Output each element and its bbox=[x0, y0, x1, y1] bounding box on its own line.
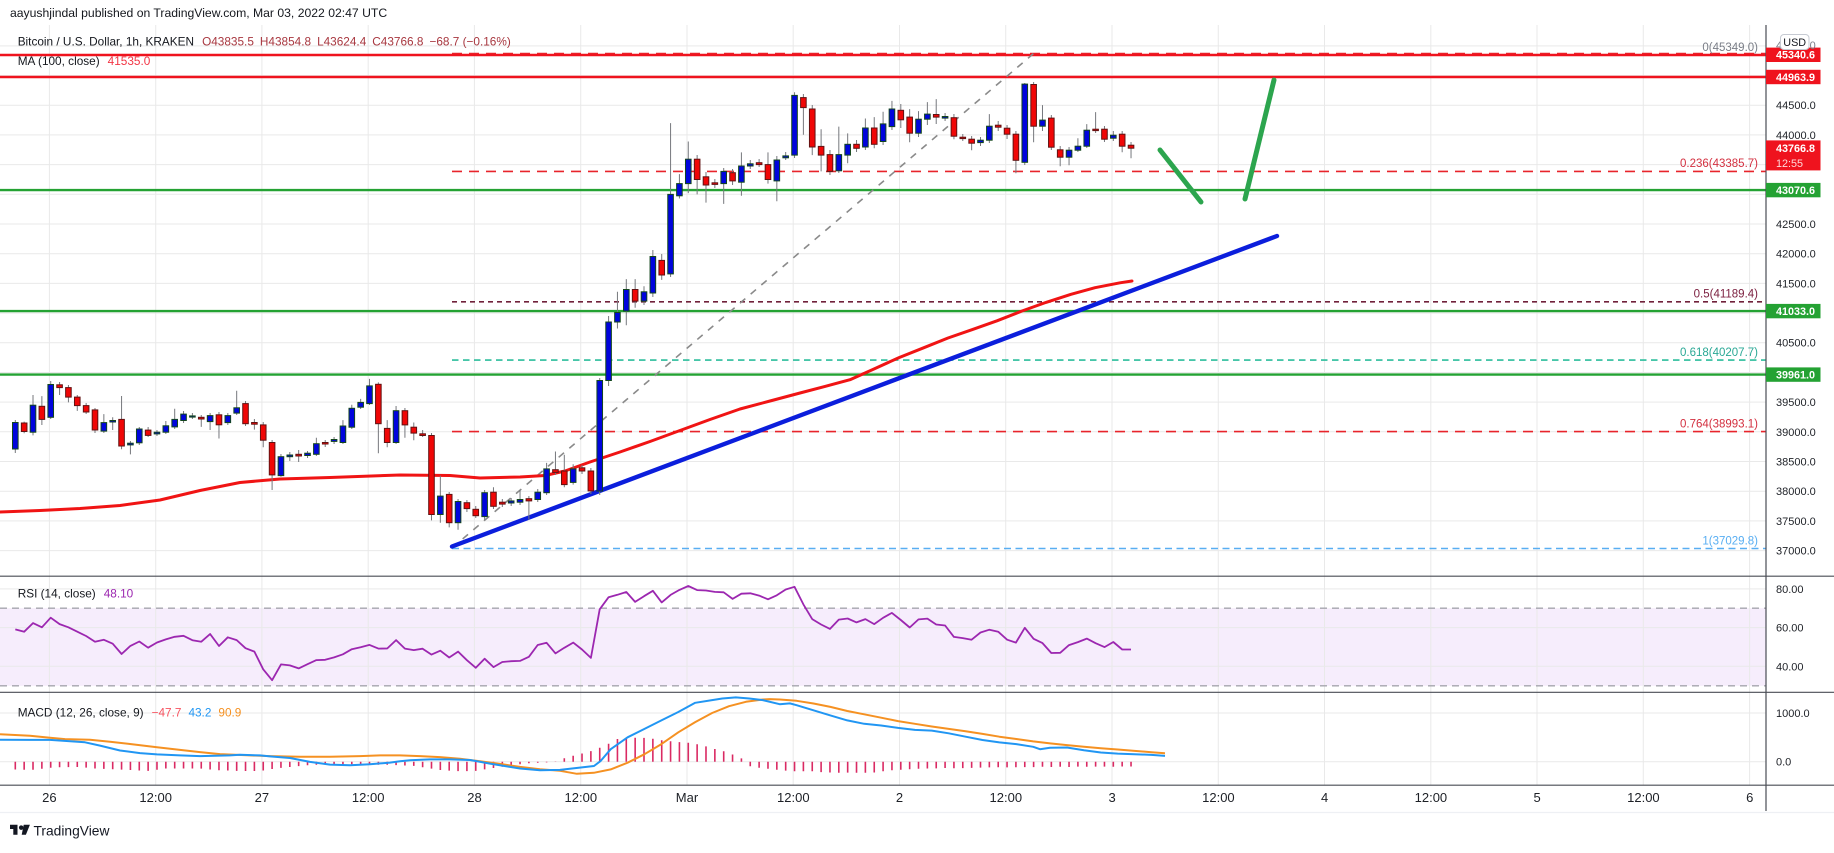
svg-text:45340.6: 45340.6 bbox=[1776, 50, 1815, 62]
svg-text:42500.0: 42500.0 bbox=[1776, 219, 1816, 231]
svg-text:0.764(38993.1): 0.764(38993.1) bbox=[1680, 418, 1758, 430]
svg-text:44963.9: 44963.9 bbox=[1776, 72, 1815, 84]
svg-text:1(37029.8): 1(37029.8) bbox=[1702, 535, 1758, 547]
svg-text:41500.0: 41500.0 bbox=[1776, 278, 1816, 290]
svg-text:12:00: 12:00 bbox=[139, 790, 172, 805]
svg-text:5: 5 bbox=[1533, 790, 1540, 805]
svg-text:28: 28 bbox=[467, 790, 481, 805]
svg-text:37000.0: 37000.0 bbox=[1776, 546, 1816, 558]
svg-text:38500.0: 38500.0 bbox=[1776, 457, 1816, 469]
svg-text:TradingView: TradingView bbox=[34, 824, 110, 839]
svg-text:0(45349.0): 0(45349.0) bbox=[1702, 42, 1758, 54]
svg-text:40.00: 40.00 bbox=[1776, 661, 1804, 673]
svg-text:12:55: 12:55 bbox=[1776, 158, 1803, 170]
svg-text:39500.0: 39500.0 bbox=[1776, 397, 1816, 409]
svg-text:80.00: 80.00 bbox=[1776, 584, 1804, 596]
svg-text:39961.0: 39961.0 bbox=[1776, 370, 1815, 382]
svg-text:1000.0: 1000.0 bbox=[1776, 708, 1810, 720]
svg-text:40500.0: 40500.0 bbox=[1776, 338, 1816, 350]
svg-text:37500.0: 37500.0 bbox=[1776, 516, 1816, 528]
svg-text:4: 4 bbox=[1321, 790, 1328, 805]
svg-text:26: 26 bbox=[42, 790, 56, 805]
svg-text:41033.0: 41033.0 bbox=[1776, 306, 1815, 318]
svg-text:0.236(43385.7): 0.236(43385.7) bbox=[1680, 158, 1758, 170]
svg-text:Mar: Mar bbox=[676, 790, 699, 805]
svg-text:MACD (12, 26, close, 9)−47.743: MACD (12, 26, close, 9) −47.7 43.2 90.9 bbox=[18, 706, 242, 720]
svg-text:38000.0: 38000.0 bbox=[1776, 486, 1816, 498]
svg-text:60.00: 60.00 bbox=[1776, 623, 1804, 635]
svg-text:3: 3 bbox=[1108, 790, 1115, 805]
svg-text:2: 2 bbox=[896, 790, 903, 805]
svg-text:27: 27 bbox=[255, 790, 269, 805]
svg-text:0.618(40207.7): 0.618(40207.7) bbox=[1680, 347, 1758, 359]
svg-text:RSI (14, close)48.10: RSI (14, close) 48.10 bbox=[18, 587, 134, 601]
svg-text:44000.0: 44000.0 bbox=[1776, 130, 1816, 142]
svg-text:12:00: 12:00 bbox=[1415, 790, 1448, 805]
svg-text:12:00: 12:00 bbox=[990, 790, 1023, 805]
svg-text:43766.8: 43766.8 bbox=[1776, 143, 1815, 155]
svg-text:6: 6 bbox=[1746, 790, 1753, 805]
svg-text:12:00: 12:00 bbox=[1627, 790, 1660, 805]
svg-text:12:00: 12:00 bbox=[1202, 790, 1235, 805]
svg-text:44500.0: 44500.0 bbox=[1776, 100, 1816, 112]
svg-text:MA (100, close)41535.0: MA (100, close) 41535.0 bbox=[18, 54, 151, 68]
svg-text:42000.0: 42000.0 bbox=[1776, 249, 1816, 261]
svg-text:43070.6: 43070.6 bbox=[1776, 185, 1815, 197]
svg-text:39000.0: 39000.0 bbox=[1776, 427, 1816, 439]
svg-text:USD: USD bbox=[1783, 37, 1806, 49]
svg-text:12:00: 12:00 bbox=[777, 790, 810, 805]
svg-text:12:00: 12:00 bbox=[565, 790, 598, 805]
svg-text:aayushjindal published on Trad: aayushjindal published on TradingView.co… bbox=[10, 6, 387, 20]
svg-text:0.5(41189.4): 0.5(41189.4) bbox=[1694, 289, 1759, 301]
svg-text:0.0: 0.0 bbox=[1776, 757, 1791, 769]
svg-text:12:00: 12:00 bbox=[352, 790, 385, 805]
svg-text:Bitcoin / U.S. Dollar, 1h, KRA: Bitcoin / U.S. Dollar, 1h, KRAKEN O43835.… bbox=[18, 35, 511, 49]
